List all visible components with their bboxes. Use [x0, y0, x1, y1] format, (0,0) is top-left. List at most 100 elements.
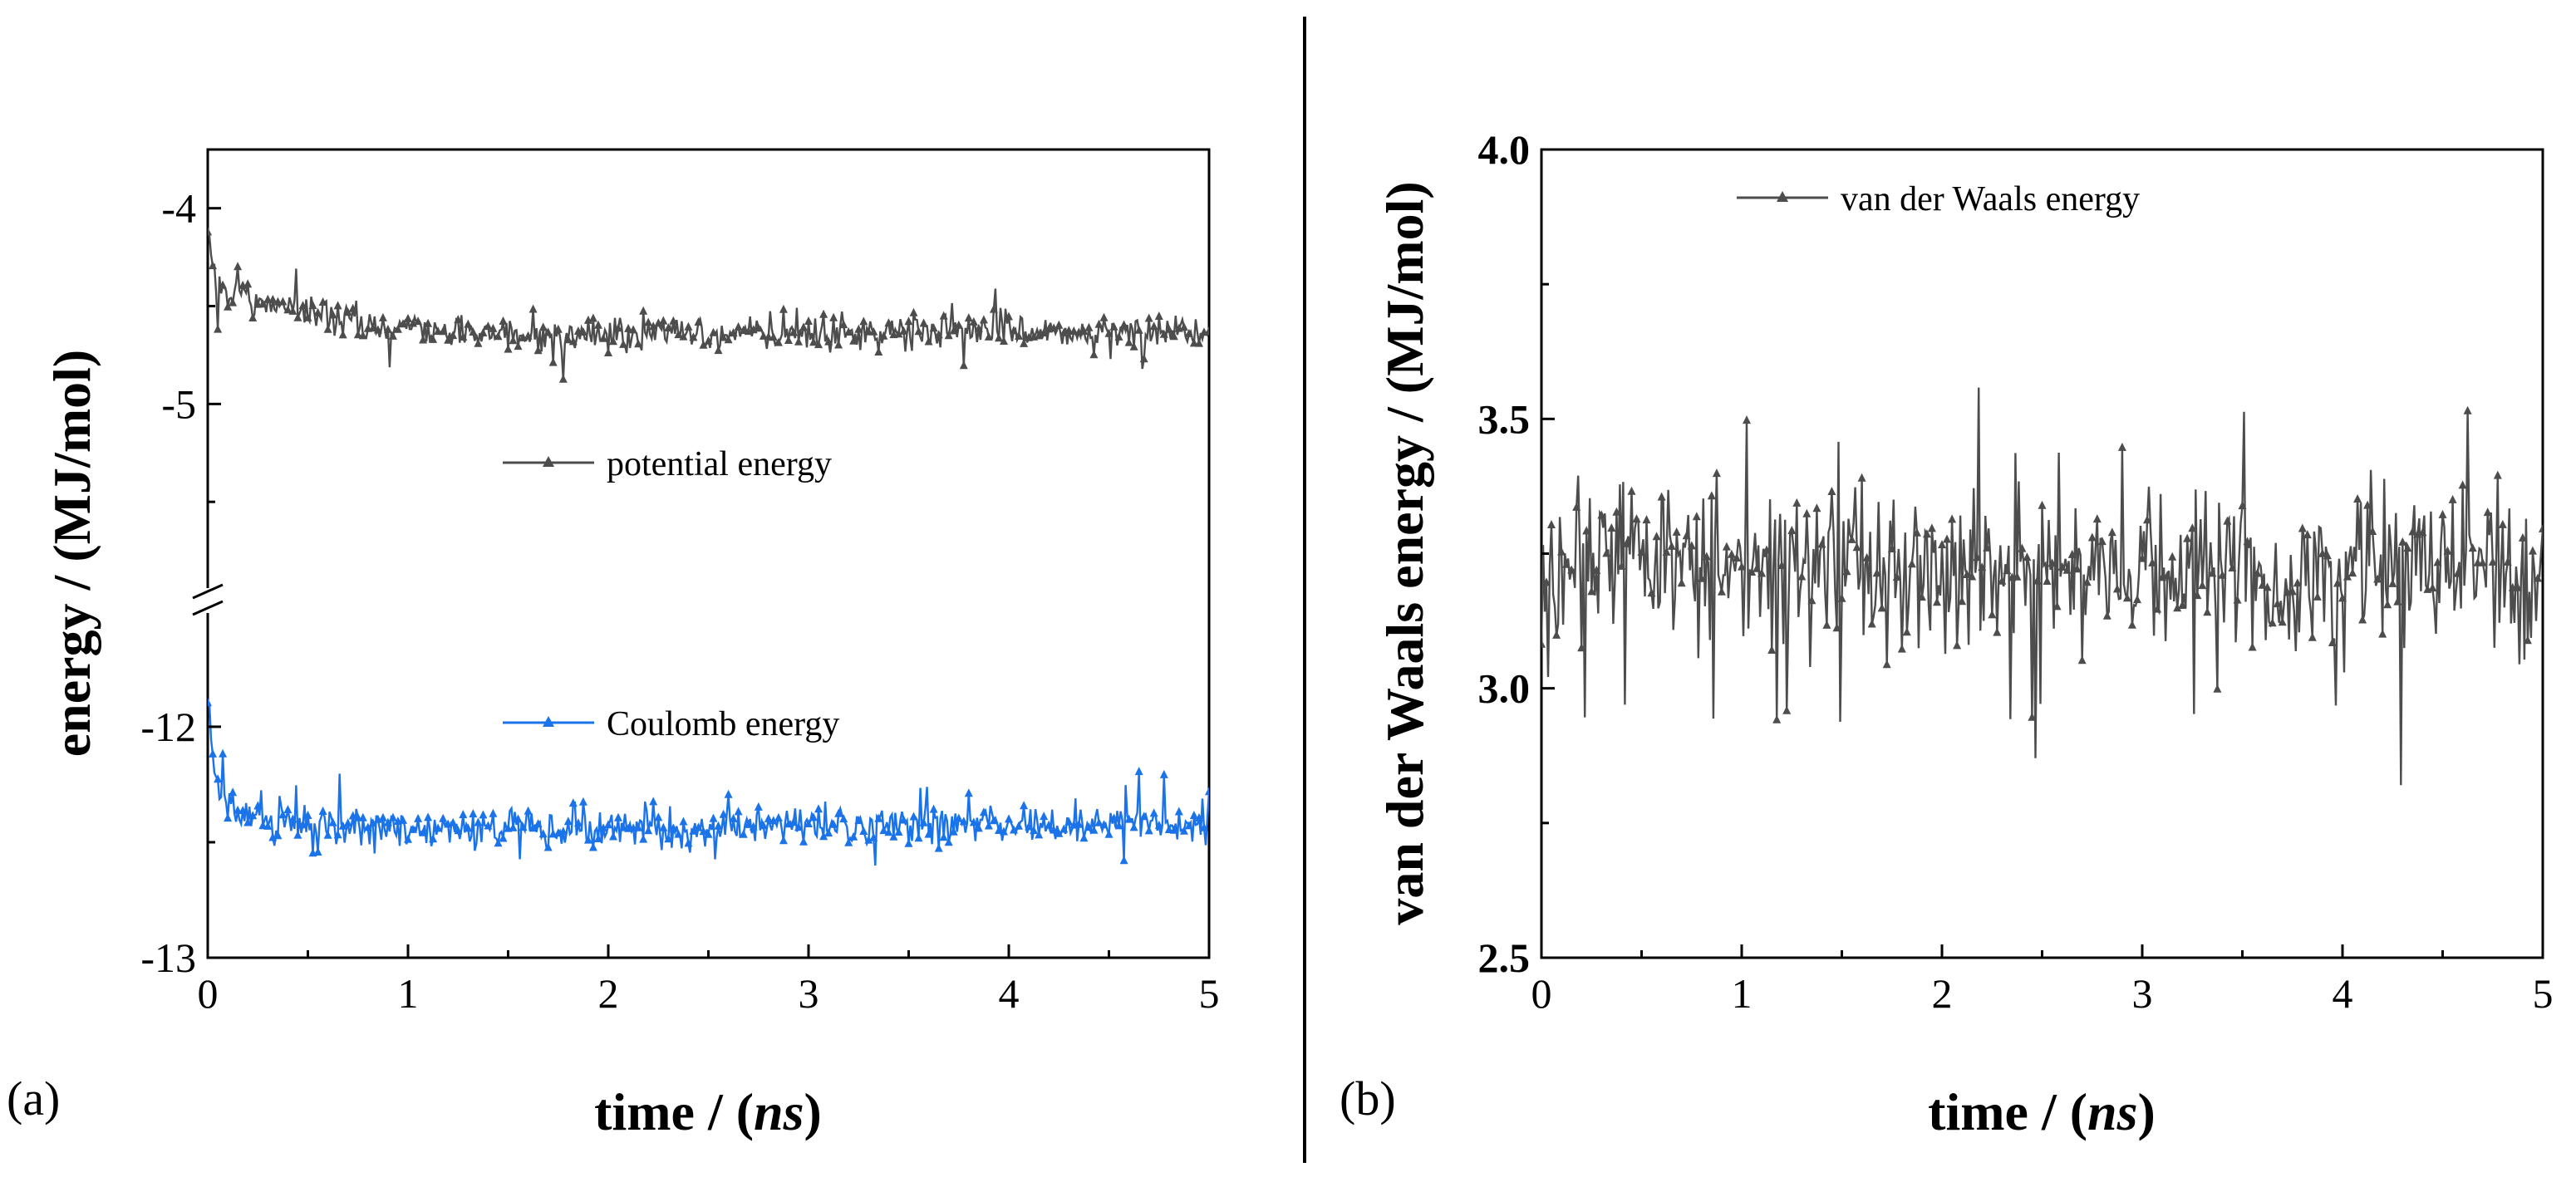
data-point [2348, 568, 2357, 577]
data-point [704, 336, 713, 345]
data-point [1978, 562, 1987, 571]
data-point [2403, 543, 2412, 552]
panel-a-label: (a) [7, 1072, 60, 1126]
data-point [839, 320, 848, 329]
data-point [2298, 523, 2307, 532]
data-point [1592, 565, 1601, 574]
data-point [1672, 527, 1681, 536]
triangle-marker-icon [543, 716, 554, 727]
data-point [849, 336, 858, 345]
data-point [2353, 494, 2362, 503]
data-point [659, 316, 668, 325]
data-point [2373, 574, 2382, 583]
data-point [2097, 537, 2107, 546]
data-point [2323, 551, 2332, 560]
data-point [759, 821, 768, 830]
data-point [563, 817, 573, 826]
data-point [474, 338, 483, 347]
data-point [2233, 595, 2242, 604]
data-point [2428, 583, 2437, 592]
data-point [1159, 329, 1168, 338]
data-point [659, 822, 668, 831]
data-point [373, 325, 382, 334]
data-point [1622, 538, 1631, 547]
data-point [2127, 620, 2136, 629]
data-point [2263, 582, 2272, 591]
data-point [1084, 822, 1094, 831]
data-point [1154, 820, 1163, 829]
legend-coulomb-energy: Coulomb energy [503, 705, 839, 743]
data-point [909, 812, 918, 821]
data-point [964, 313, 973, 322]
data-point [2223, 516, 2232, 525]
panel-a-x-axis-title: time / (ns) [594, 1082, 822, 1141]
data-point [519, 822, 528, 831]
data-point [919, 817, 928, 826]
data-point [879, 826, 888, 835]
data-point [859, 316, 868, 326]
data-point [383, 324, 392, 333]
data-point [964, 788, 973, 797]
data-point [553, 324, 563, 333]
data-point [1064, 817, 1074, 826]
data-point [884, 827, 893, 836]
x-tick-label: 0 [1531, 970, 1552, 1017]
data-point [929, 804, 938, 813]
data-point [899, 326, 908, 335]
data-point [949, 326, 958, 335]
x-tick-label: 2 [1932, 970, 1953, 1017]
data-point [2268, 618, 2277, 627]
data-point [573, 818, 583, 827]
data-point [1872, 568, 1881, 577]
data-point [454, 315, 463, 324]
data-point [1015, 821, 1023, 830]
data-point [474, 817, 483, 826]
data-point [694, 317, 703, 326]
data-point [1782, 705, 1792, 714]
data-point [904, 838, 913, 847]
data-point [2539, 523, 2543, 532]
data-point [2443, 546, 2452, 555]
data-point [479, 810, 488, 819]
data-point [2067, 549, 2077, 558]
data-point [388, 331, 397, 340]
data-point [404, 834, 412, 843]
data-point [1069, 326, 1079, 335]
data-point [1948, 514, 1957, 523]
data-point [253, 801, 263, 810]
data-point [1000, 336, 1008, 345]
data-point [974, 823, 983, 832]
x-tick-label: 2 [598, 970, 619, 1017]
x-tick-label: 5 [1199, 970, 1220, 1017]
data-point [464, 319, 473, 328]
data-point [2378, 629, 2387, 638]
data-point [2148, 557, 2157, 566]
data-point [2288, 586, 2297, 596]
data-point [2453, 568, 2462, 577]
data-point [754, 323, 763, 332]
data-point [2248, 642, 2257, 651]
data-point [2258, 580, 2267, 589]
data-point [243, 817, 253, 826]
data-point [819, 831, 828, 841]
data-point [1617, 561, 1626, 570]
data-point [2052, 601, 2062, 611]
data-point [248, 313, 258, 321]
x-tick-label: 1 [398, 970, 419, 1017]
panel-b-y-ticks: 2.5 3.0 3.5 4.0 [1478, 126, 1555, 981]
data-point [2102, 611, 2111, 620]
data-point [814, 340, 823, 349]
data-point [679, 331, 688, 341]
data-point [2028, 712, 2037, 721]
data-point [2388, 578, 2397, 587]
data-point [229, 787, 238, 797]
data-point [1642, 515, 1651, 524]
data-point [1697, 573, 1706, 582]
data-point [2092, 514, 2102, 523]
data-point [979, 807, 988, 817]
data-point [494, 331, 503, 341]
data-point [1035, 331, 1044, 340]
data-point [674, 330, 683, 339]
data-point [644, 826, 653, 835]
